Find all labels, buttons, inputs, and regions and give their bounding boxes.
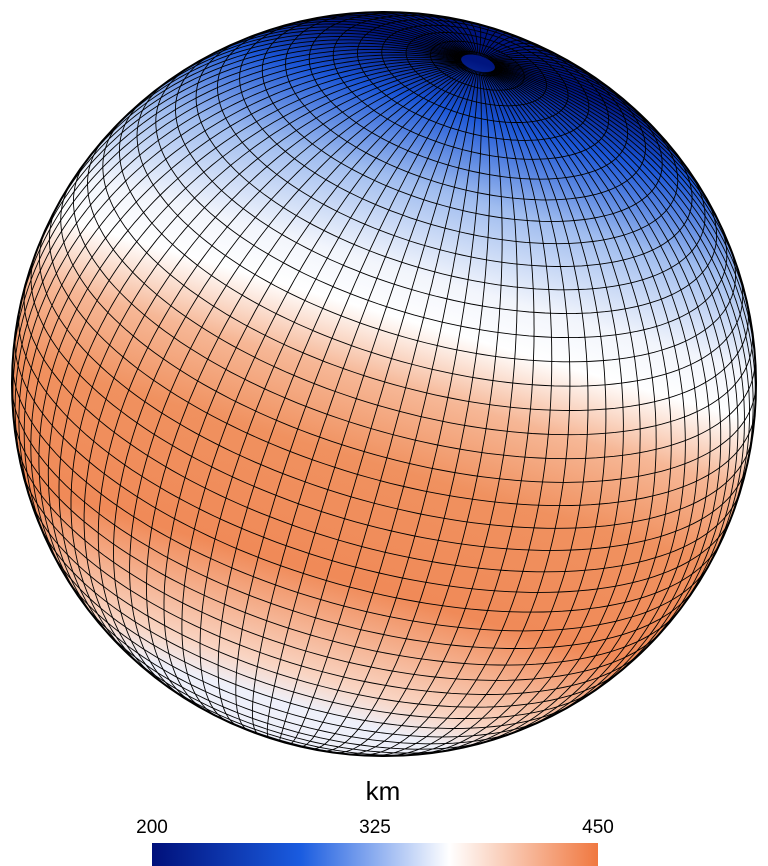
colorbar-tick-label: 450 xyxy=(582,817,614,838)
chart: km 200 325 450 xyxy=(0,0,768,866)
page: km 200325450 (() => { const data = JSON.… xyxy=(0,0,768,866)
colorbar-label: km xyxy=(366,776,401,806)
colorbar-tick-label: 200 xyxy=(136,817,168,838)
colorbar xyxy=(152,843,598,866)
colorbar-tick-label: 325 xyxy=(359,817,391,838)
